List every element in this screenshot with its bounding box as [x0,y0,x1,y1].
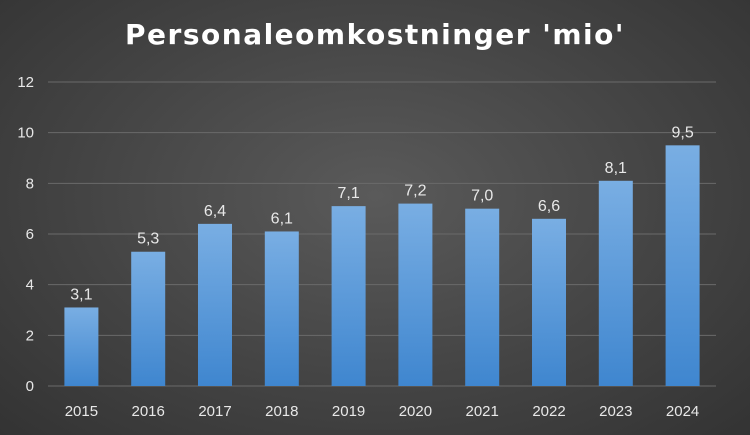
chart-title: Personaleomkostninger 'mio' [125,18,625,51]
x-tick-label: 2016 [132,403,165,420]
x-tick-label: 2020 [399,403,432,420]
data-labels: 3,1 5,3 6,4 6,1 7,1 7,2 7,0 6,6 8,1 9,5 [70,124,694,303]
data-label-2024: 9,5 [671,124,693,141]
y-tick-label: 4 [26,277,34,294]
bars [64,145,700,386]
data-label-2023: 8,1 [605,160,627,177]
y-axis-ticks: 0 2 4 6 8 10 12 [17,74,34,395]
bar-2024 [665,145,700,386]
bar-2023 [598,180,633,386]
bar-2017 [198,223,232,386]
bar-2015 [64,307,99,386]
data-label-2018: 6,1 [271,210,293,227]
x-tick-label: 2018 [265,403,298,420]
x-axis-labels: 2015 2016 2017 2018 2019 2020 2021 2022 2023 2024 [65,403,700,420]
y-tick-label: 12 [17,74,34,91]
data-label-2019: 7,1 [337,185,359,202]
bar-2020 [398,203,433,386]
bar-2022 [532,218,566,386]
x-tick-label: 2015 [65,403,98,420]
bar-2021 [465,208,500,386]
y-tick-label: 8 [26,175,34,192]
y-tick-label: 6 [26,226,34,243]
data-label-2020: 7,2 [404,183,426,200]
bar-2016 [131,251,166,386]
data-label-2022: 6,6 [538,198,560,215]
data-label-2015: 3,1 [70,286,92,303]
bar-2018 [264,231,299,386]
x-tick-label: 2022 [532,403,565,420]
x-tick-label: 2017 [198,403,231,420]
y-tick-label: 10 [17,125,34,142]
x-tick-label: 2024 [666,403,699,420]
data-label-2017: 6,4 [204,203,226,220]
data-label-2021: 7,0 [471,188,493,205]
bar-2019 [331,206,366,386]
x-tick-label: 2019 [332,403,365,420]
y-tick-label: 2 [26,327,34,344]
y-tick-label: 0 [26,378,34,395]
data-label-2016: 5,3 [137,231,159,248]
x-tick-label: 2021 [466,403,499,420]
x-tick-label: 2023 [599,403,632,420]
